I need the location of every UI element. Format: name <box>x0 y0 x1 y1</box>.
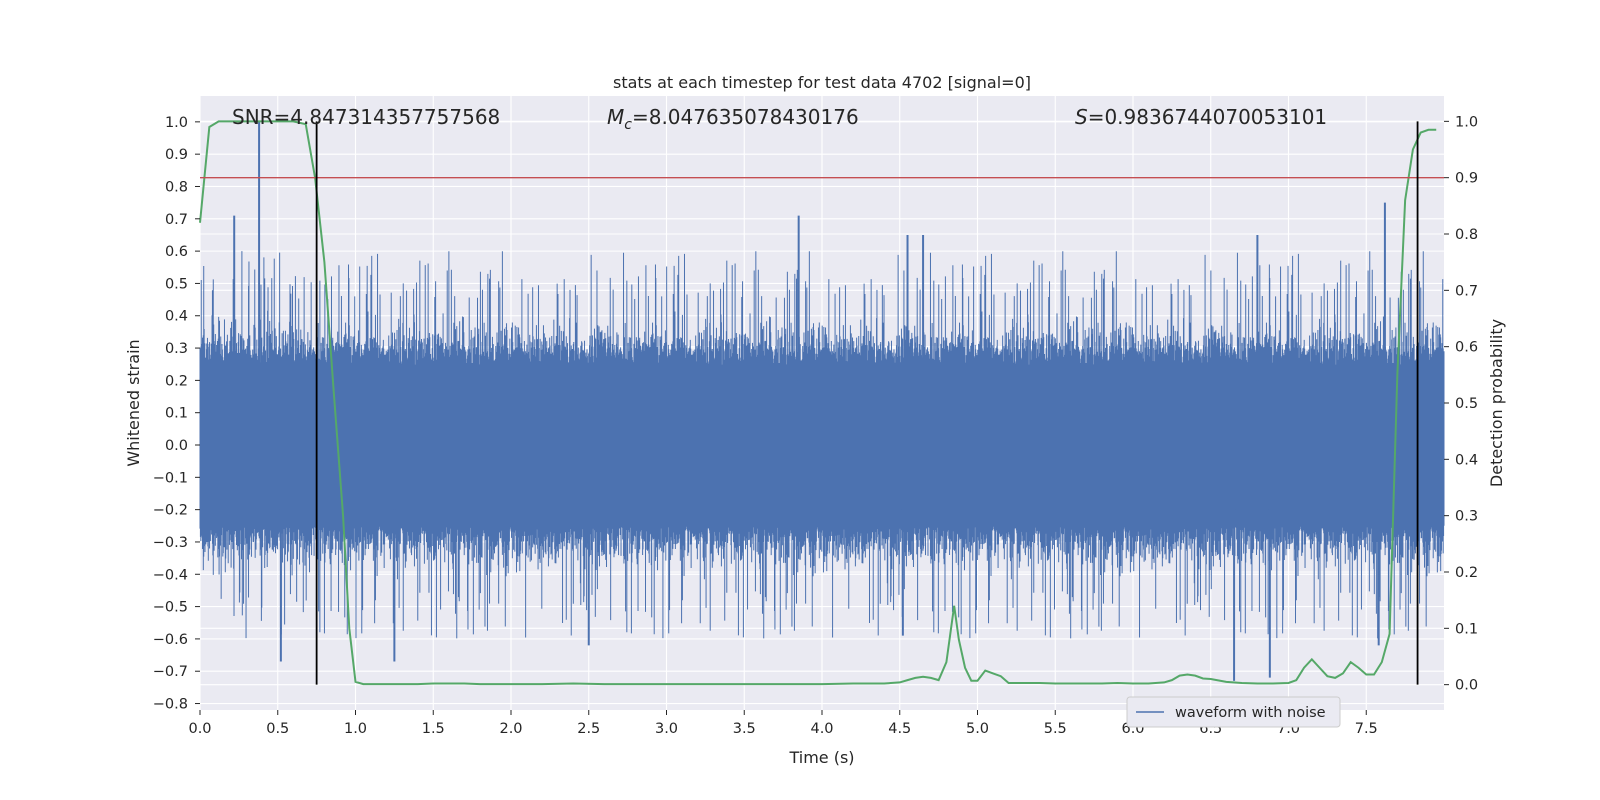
y-tick-label: −0.6 <box>153 632 188 648</box>
detection-probability-line <box>199 120 1437 686</box>
legend-label: waveform with noise <box>1175 705 1326 721</box>
y2-tick-label: 0.8 <box>1455 227 1478 243</box>
y2-tick-label: 1.0 <box>1455 114 1478 130</box>
y-tick-label: −0.2 <box>153 503 188 519</box>
y-tick-label: 0.5 <box>165 276 188 292</box>
snr-annotation: SNR=4.847314357757568 <box>232 105 500 129</box>
x-tick-label: 0.5 <box>266 721 289 737</box>
y-tick-label: 0.8 <box>165 179 188 195</box>
y-axis-title: Whitened strain <box>124 339 143 466</box>
y2-tick-label: 0.7 <box>1455 283 1478 299</box>
y2-tick-label: 0.5 <box>1455 396 1478 412</box>
y2-tick-label: 0.9 <box>1455 171 1478 187</box>
y2-axis-ticks: 1.0 0.9 0.8 0.7 0.6 0.5 0.4 0.3 0.2 0.1 0.0 <box>1444 114 1478 694</box>
x-tick-label: 4.0 <box>810 721 833 737</box>
y2-tick-label: 0.2 <box>1455 565 1478 581</box>
y-tick-label: −0.3 <box>153 535 188 551</box>
y-tick-label: 1.0 <box>165 115 188 131</box>
legend-box <box>1126 696 1341 728</box>
y-tick-label: 0.6 <box>165 244 188 260</box>
y2-tick-label: 0.0 <box>1455 678 1478 694</box>
y2-tick-label: 0.3 <box>1455 509 1478 525</box>
y2-tick-label: 0.6 <box>1455 340 1478 356</box>
y-tick-label: −0.4 <box>153 567 188 583</box>
x-tick-label: 1.5 <box>422 721 445 737</box>
x-tick-label: 2.5 <box>577 721 600 737</box>
s-annotation: S=0.9836744070053101 <box>1075 105 1327 129</box>
mc-value: =8.047635078430176 <box>632 105 859 129</box>
x-tick-label: 5.5 <box>1044 721 1067 737</box>
x-tick-label: 0.0 <box>188 721 211 737</box>
x-tick-label: 4.5 <box>888 721 911 737</box>
x-axis-title: Time (s) <box>788 748 854 767</box>
waveform-core <box>200 380 1444 510</box>
x-tick-label: 1.0 <box>344 721 367 737</box>
y-tick-label: −0.7 <box>153 664 188 680</box>
probability-series <box>199 120 1437 686</box>
y2-axis-title: Detection probability <box>1487 319 1506 487</box>
legend: waveform with noise <box>1126 696 1341 728</box>
y-tick-label: 0.1 <box>165 406 188 422</box>
mc-annotation: Mc=8.047635078430176 <box>607 105 859 133</box>
s-value: =0.9836744070053101 <box>1088 105 1327 129</box>
y-tick-label: 0.9 <box>165 147 188 163</box>
y-tick-label: 0.0 <box>165 438 188 454</box>
x-tick-label: 5.0 <box>966 721 989 737</box>
y-tick-label: −0.5 <box>153 600 188 616</box>
waveform-series <box>199 121 1445 681</box>
y-tick-label: 0.2 <box>165 373 188 389</box>
y-tick-label: 0.7 <box>165 212 188 228</box>
y-tick-label: 0.3 <box>165 341 188 357</box>
y-axis-ticks: 1.0 0.9 0.8 0.7 0.6 0.5 0.4 0.3 0.2 0.1 0.0 −0.1 −0.… <box>153 115 200 713</box>
y-tick-label: −0.8 <box>153 697 188 713</box>
reference-lines <box>200 121 1444 685</box>
y2-tick-label: 0.1 <box>1455 621 1478 637</box>
s-symbol: S <box>1075 105 1088 129</box>
x-tick-label: 7.5 <box>1355 721 1378 737</box>
y2-tick-label: 0.4 <box>1455 452 1478 468</box>
x-tick-label: 3.5 <box>733 721 756 737</box>
x-tick-label: 2.0 <box>499 721 522 737</box>
chart-title: stats at each timestep for test data 470… <box>613 73 1031 92</box>
x-tick-label: 3.0 <box>655 721 678 737</box>
y-tick-label: 0.4 <box>165 309 188 325</box>
mc-subscript: c <box>624 117 632 133</box>
y-tick-label: −0.1 <box>153 470 188 486</box>
mc-symbol: M <box>607 105 624 129</box>
